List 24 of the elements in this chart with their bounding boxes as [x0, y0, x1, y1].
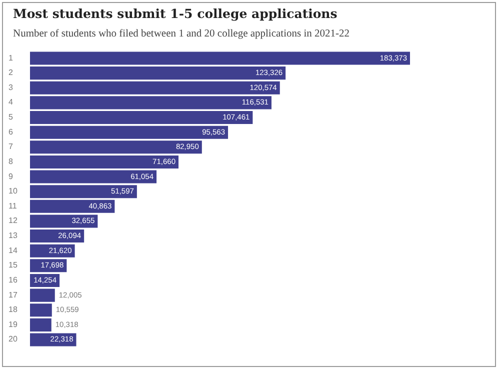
y-tick-label: 6	[8, 127, 14, 136]
y-tick-label: 9	[8, 172, 14, 181]
y-tick-label: 15	[8, 260, 18, 270]
y-tick-label: 1	[8, 53, 14, 62]
y-tick-label: 19	[8, 320, 18, 329]
chart-subtitle: Number of students who filed between 1 and 20 college applications in 2021-22	[13, 28, 350, 40]
y-tick-label: 7	[8, 142, 14, 152]
y-tick-label: 4	[8, 98, 14, 107]
y-tick-label: 2	[8, 68, 14, 78]
y-tick-label: 18	[8, 305, 18, 314]
y-tick-label: 11	[8, 201, 18, 210]
y-tick-label: 13	[8, 231, 18, 240]
y-tick-label: 5	[8, 112, 14, 122]
y-tick-label: 3	[8, 82, 14, 92]
y-tick-label: 16	[8, 275, 18, 284]
chart-title: Most students submit 1-5 college applications	[13, 6, 338, 21]
y-tick-label: 10	[8, 186, 18, 196]
y-tick-label: 17	[8, 290, 18, 300]
bar	[30, 111, 253, 124]
bar	[30, 155, 178, 168]
y-tick-label: 14	[8, 246, 18, 255]
y-tick-label: 12	[8, 216, 18, 226]
y-tick-label: 8	[8, 156, 14, 166]
y-tick-label: 20	[8, 334, 18, 344]
